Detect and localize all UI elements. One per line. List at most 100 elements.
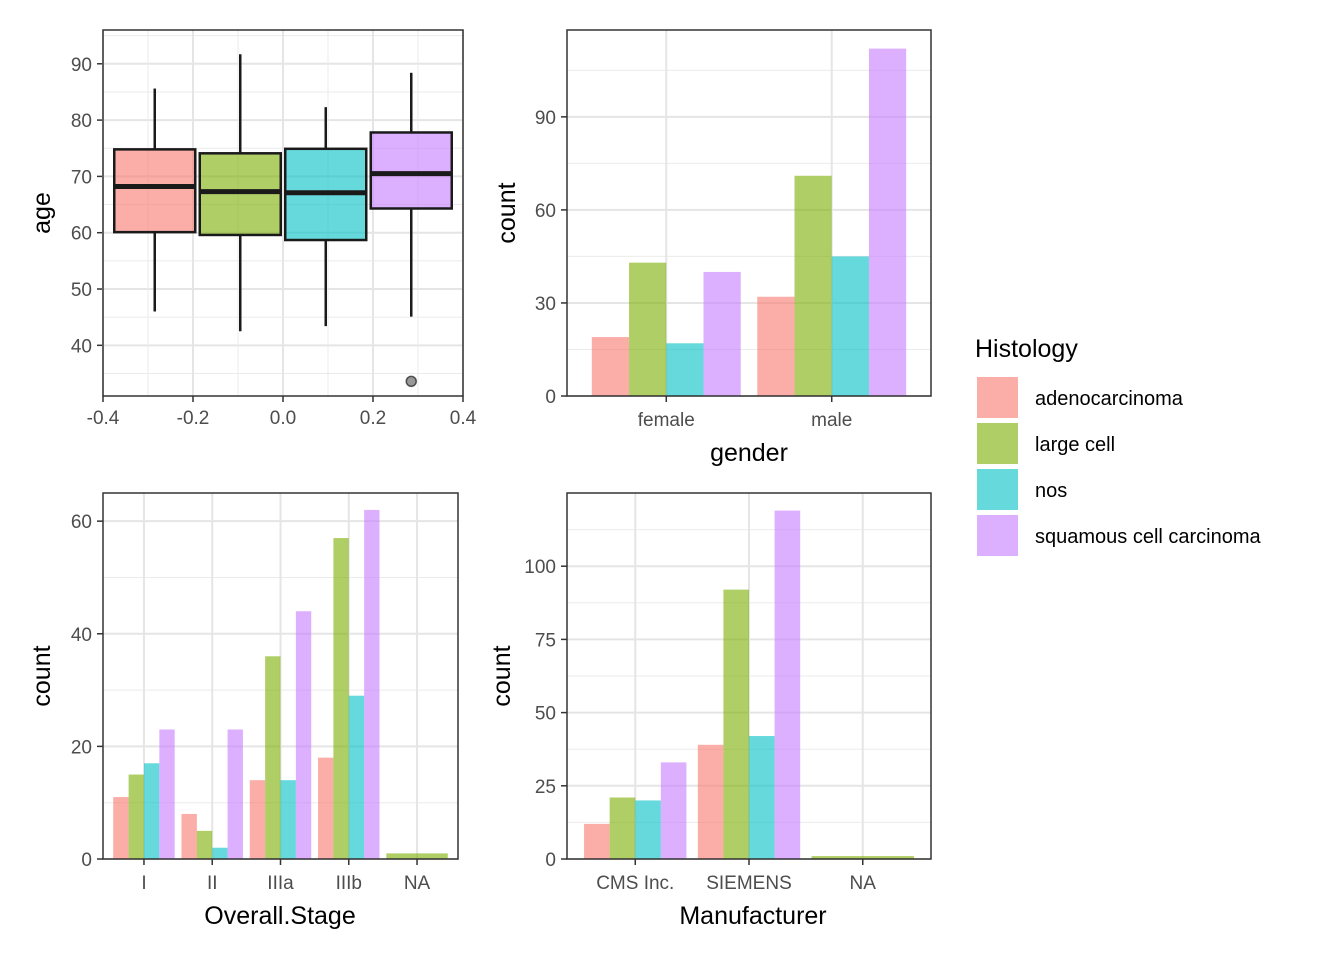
box-squamous-cell-carcinoma [369,72,453,388]
bar-large-cell [609,797,636,859]
y-axis-label: age [28,192,56,234]
bar-squamous-cell-carcinoma [227,729,243,859]
legend-swatch [977,515,1018,556]
legend-label: large cell [1035,434,1115,456]
panels: 40 50 60 70 80 90 -0.4 -0.2 0.0 0.2 0.4 age 0 30 60 90 f… [28,29,932,930]
x-tick-label: CMS Inc. [596,873,674,894]
panel-border [566,29,932,397]
legend-swatch [977,377,1018,418]
y-tick-label: 0 [545,850,556,871]
legend-label: nos [1035,480,1067,502]
legend-label: adenocarcinoma [1035,388,1184,410]
bar-adenocarcinoma [181,813,197,859]
y-tick-label: 20 [71,737,92,758]
x-axis-label: Overall.Stage [204,902,355,930]
bar-adenocarcinoma [591,337,630,396]
y-tick-label: 30 [535,294,556,315]
box-large-cell [198,54,282,332]
bar-nos [749,736,775,859]
x-tick-label: NA [404,873,431,894]
x-tick-label: II [207,873,218,894]
x-tick-label: female [638,410,695,431]
bar-large-cell [723,589,749,859]
bar-large-cell [629,262,667,396]
x-tick-label: 0.0 [270,408,296,429]
legend-label: squamous cell carcinoma [1035,526,1262,548]
x-tick-label: NA [850,873,877,894]
y-axis-label: count [493,182,521,243]
legend-item: adenocarcinoma [976,376,1184,419]
bar-large-cell [128,774,144,859]
bar-adenocarcinoma [318,757,334,859]
y-tick-label: 60 [71,224,92,245]
x-tick-label: male [811,410,852,431]
y-tick-label: 40 [71,336,92,357]
y-tick-label: 70 [71,167,92,188]
bar-squamous-cell-carcinoma [159,729,175,859]
bar-nos [212,847,228,859]
bar-squamous-cell-carcinoma [774,510,801,859]
y-axis-label: count [28,645,56,706]
x-tick-label: 0.2 [360,408,386,429]
legend-swatch [977,423,1018,464]
panel-2: 0 30 60 90 female male gender count [493,29,932,467]
x-axis-label: gender [710,439,788,467]
x-tick-label: IIIb [336,873,362,894]
x-tick-label: SIEMENS [706,873,792,894]
legend: Histology adenocarcinoma large cell nos squ… [975,335,1262,557]
bar-nos [666,343,704,396]
bar-nos [831,256,869,396]
y-tick-label: 75 [535,630,556,651]
bar-large-cell [196,830,213,859]
panel-border [102,492,459,860]
x-tick-label: 0.4 [450,408,477,429]
bar-squamous-cell-carcinoma [660,762,687,859]
bar-adenocarcinoma [697,744,724,859]
bar-large-cell [794,175,832,396]
bar-nos [348,695,365,859]
panel-border [102,29,464,397]
y-tick-label: 90 [535,108,556,129]
bar-large-cell [265,656,281,859]
x-tick-label: IIIa [267,873,294,894]
bar-squamous-cell-carcinoma [295,611,312,859]
panel-border [566,492,932,860]
x-tick-label: -0.4 [87,408,120,429]
box-body [198,152,282,237]
box-nos [284,107,368,327]
y-tick-label: 50 [71,280,92,301]
x-tick-label: -0.2 [177,408,210,429]
bar-squamous-cell-carcinoma [364,509,380,859]
y-tick-label: 0 [81,850,92,871]
bar-adenocarcinoma [584,823,610,859]
legend-items: adenocarcinoma large cell nos squamous cell… [976,376,1262,557]
bar-nos [143,763,160,859]
bar-nos [635,800,661,859]
legend-item: squamous cell carcinoma [976,514,1262,557]
y-tick-label: 60 [535,201,556,222]
bar-squamous-cell-carcinoma [703,271,741,396]
bar-adenocarcinoma [757,296,795,396]
y-tick-label: 90 [71,55,92,76]
legend-item: nos [976,468,1067,511]
legend-item: large cell [976,422,1115,465]
y-axis-label: count [488,645,516,706]
legend-swatch [977,469,1018,510]
bar-squamous-cell-carcinoma [868,48,907,396]
y-tick-label: 25 [535,777,556,798]
y-tick-label: 80 [71,111,92,132]
outlier-point [405,375,417,388]
bar-nos [280,780,296,859]
box-body [113,148,197,234]
y-tick-label: 0 [545,387,556,408]
y-tick-label: 50 [535,704,556,725]
box-body [369,131,453,210]
x-tick-label: I [141,873,146,894]
bar-large-cell [386,853,448,859]
legend-title: Histology [975,335,1078,363]
panel-4: 0 25 50 75 100 CMS Inc. SIEMENS NA Manufacturer c… [488,492,932,930]
bar-large-cell [333,538,349,859]
